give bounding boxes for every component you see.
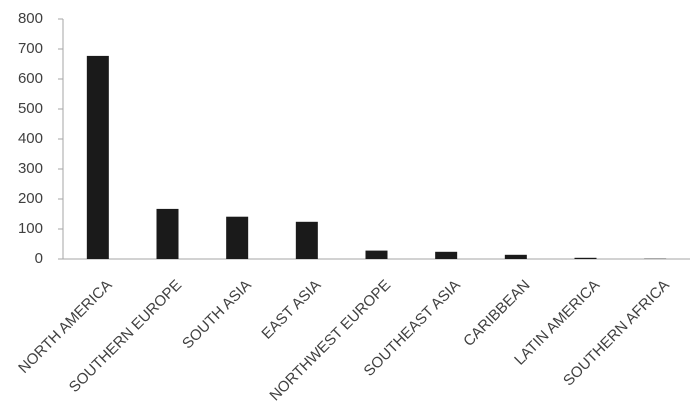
y-tick-label: 0	[35, 250, 43, 267]
y-tick-label: 500	[18, 100, 43, 117]
bar	[295, 221, 318, 259]
y-tick-label: 100	[18, 220, 43, 237]
x-tick-label: SOUTH ASIA	[179, 277, 255, 353]
bar	[504, 254, 527, 259]
x-tick-label: EAST ASIA	[258, 277, 324, 343]
y-tick-label: 600	[18, 70, 43, 87]
bar	[435, 251, 458, 259]
y-tick-label: 300	[18, 160, 43, 177]
y-tick-label: 400	[18, 130, 43, 147]
x-tick-label: CARIBBEAN	[460, 277, 533, 350]
x-tick-label: NORTHWEST EUROPE	[266, 277, 394, 405]
bar	[365, 250, 388, 259]
y-tick-label: 700	[18, 40, 43, 57]
y-tick-label: 800	[18, 10, 43, 27]
bar	[86, 55, 109, 260]
bar	[156, 208, 179, 259]
y-tick-label: 200	[18, 190, 43, 207]
bar	[226, 216, 249, 259]
bar	[574, 257, 597, 259]
x-tick-label: SOUTHERN EUROPE	[66, 277, 185, 396]
